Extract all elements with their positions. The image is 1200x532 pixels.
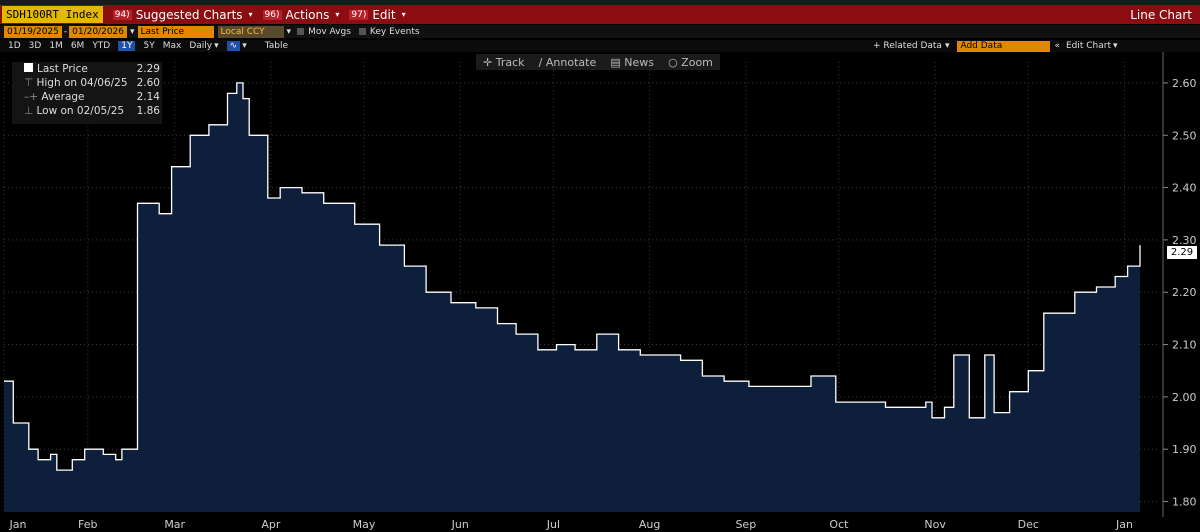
y-axis-labels: 1.80 1.90 2.00 2.10 2.20 2.30 2.40 2.50 2.60 (1163, 77, 1197, 509)
x-axis-labels: Jan Feb Mar Apr May Jun Jul Aug Sep Oct Nov Dec Jan (9, 518, 1133, 531)
dropdown-icon[interactable]: ▾ (214, 41, 219, 51)
dropdown-icon[interactable]: ▾ (286, 26, 292, 37)
caret-down-icon: ▾ (248, 10, 253, 19)
last-price-tag: 2.29 (1167, 246, 1197, 259)
range-3d[interactable]: 3D (28, 41, 42, 51)
x-tick-label: Feb (78, 518, 97, 531)
average-marker-icon: –+ (24, 91, 42, 103)
zoom-tool[interactable]: ○ Zoom (668, 55, 713, 69)
range-max[interactable]: Max (162, 41, 182, 51)
menu-bar: SDH100RT Index 94) Suggested Charts ▾ 96… (0, 5, 1200, 24)
legend-last-price: Last Price 2.29 (12, 62, 162, 76)
range-1m[interactable]: 1M (49, 41, 63, 51)
news-tool[interactable]: ▤ News (610, 55, 654, 69)
caret-down-icon: ▾ (335, 10, 340, 19)
frequency-select[interactable]: Daily (189, 41, 213, 51)
x-tick-label: Dec (1018, 518, 1039, 531)
x-tick-label: Nov (924, 518, 946, 531)
x-tick-label: Sep (735, 518, 756, 531)
high-marker-icon: ⊤ (24, 77, 37, 89)
line-chart-icon[interactable]: ∿ (226, 41, 241, 51)
menu-number: 94) (112, 9, 132, 20)
y-tick-label: 2.00 (1172, 391, 1197, 404)
currency-select[interactable]: Local CCY (217, 25, 284, 38)
price-chart[interactable]: 1.80 1.90 2.00 2.10 2.20 2.30 2.40 2.50 2.60 Jan… (0, 52, 1200, 532)
range-6m[interactable]: 6M (70, 41, 85, 51)
mov-avgs-label: Mov Avgs (308, 26, 351, 37)
chart-toolbox: ✛ Track ∕ Annotate ▤ News ○ Zoom (476, 54, 720, 70)
menu-number: 97) (349, 9, 369, 20)
legend-average: –+ Average 2.14 (24, 91, 160, 103)
y-tick-label: 2.30 (1172, 234, 1197, 247)
x-tick-label: Mar (164, 518, 185, 531)
key-events-checkbox[interactable] (358, 28, 366, 35)
price-line (4, 82, 1141, 471)
price-area (4, 82, 1140, 513)
control-bar: 01/19/2025 - 01/20/2026 ▾ Last Price Loc… (0, 25, 1200, 38)
x-tick-label: Oct (829, 518, 849, 531)
y-tick-label: 1.80 (1172, 496, 1197, 509)
range-1d[interactable]: 1D (8, 41, 21, 51)
actions-menu[interactable]: 96) Actions ▾ (262, 7, 340, 22)
series-swatch (24, 63, 33, 72)
annotate-tool[interactable]: ∕ Annotate (538, 55, 597, 69)
menu-label: Suggested Charts (135, 7, 243, 22)
edit-chart-button[interactable]: Edit Chart (1065, 41, 1112, 51)
chart-type-title: Line Chart (1130, 7, 1192, 22)
x-tick-label: Jan (1115, 518, 1133, 531)
start-date-field[interactable]: 01/19/2025 (4, 25, 62, 38)
dropdown-icon[interactable]: ▾ (1113, 41, 1118, 51)
track-tool[interactable]: ✛ Track (483, 55, 525, 69)
dropdown-icon[interactable]: ▾ (242, 41, 247, 51)
ticker-field[interactable]: SDH100RT Index (2, 6, 103, 23)
x-tick-label: May (353, 518, 376, 531)
related-data-button[interactable]: + Related Data (873, 41, 942, 51)
x-tick-label: Jan (9, 518, 27, 531)
menu-number: 96) (262, 9, 282, 20)
legend-high: ⊤ High on 04/06/25 2.60 (24, 77, 160, 89)
y-tick-label: 1.90 (1172, 443, 1197, 456)
y-tick-label: 2.40 (1172, 182, 1197, 195)
range-ytd[interactable]: YTD (92, 41, 111, 51)
collapse-icon[interactable]: « (1054, 41, 1060, 51)
y-tick-label: 2.60 (1172, 77, 1197, 90)
y-tick-label: 2.50 (1172, 129, 1197, 142)
y-tick-label: 2.10 (1172, 339, 1197, 352)
table-button[interactable]: Table (264, 41, 288, 51)
edit-menu[interactable]: 97) Edit ▾ (349, 7, 406, 22)
key-events-label: Key Events (369, 26, 420, 37)
low-marker-icon: ⊥ (24, 105, 37, 117)
x-tick-label: Jun (451, 518, 469, 531)
x-tick-label: Aug (639, 518, 660, 531)
add-data-input[interactable]: Add Data (957, 40, 1051, 52)
menu-label: Edit (372, 7, 396, 22)
x-tick-label: Apr (261, 518, 281, 531)
caret-down-icon: ▾ (401, 10, 406, 19)
legend: Last Price 2.29 ⊤ High on 04/06/25 2.60 … (12, 62, 162, 124)
range-5y[interactable]: 5Y (143, 41, 155, 51)
mov-avgs-checkbox[interactable] (297, 28, 305, 35)
end-date-field[interactable]: 01/20/2026 (69, 25, 127, 38)
legend-low: ⊥ Low on 02/05/25 1.86 (24, 105, 160, 117)
dropdown-icon[interactable]: ▾ (130, 26, 135, 37)
field-select[interactable]: Last Price (137, 25, 214, 38)
y-tick-label: 2.20 (1172, 286, 1197, 299)
top-strip (0, 0, 1200, 5)
date-separator: - (63, 26, 68, 37)
dropdown-icon[interactable]: ▾ (944, 41, 950, 51)
range-bar: 1D 3D 1M 6M YTD 1Y 5Y Max Daily ▾ ∿ ▾ Ta… (0, 40, 1200, 52)
x-tick-label: Jul (546, 518, 560, 531)
suggested-charts-menu[interactable]: 94) Suggested Charts ▾ (112, 7, 253, 22)
range-1y[interactable]: 1Y (118, 41, 136, 51)
menu-label: Actions (285, 7, 330, 22)
